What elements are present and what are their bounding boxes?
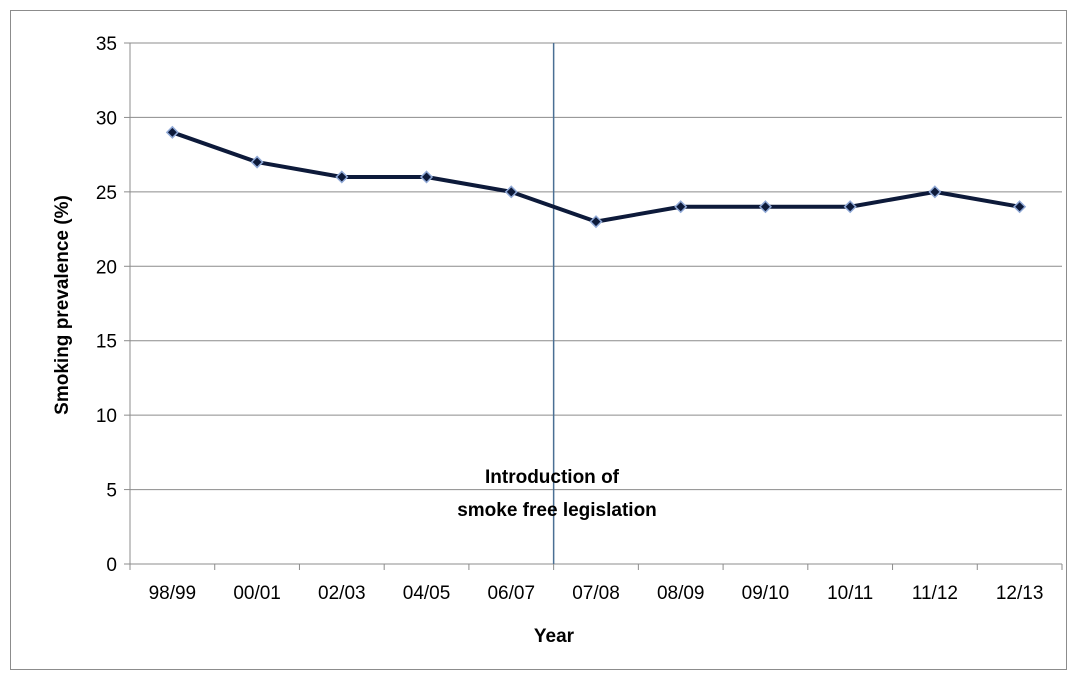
data-point bbox=[843, 200, 857, 214]
axes bbox=[124, 42, 1063, 570]
x-tick-label: 11/12 bbox=[912, 583, 958, 604]
annotation-line-1: Introduction of bbox=[485, 467, 620, 488]
x-tick-label: 02/03 bbox=[318, 583, 366, 604]
y-tick-label-10: 10 bbox=[96, 406, 117, 427]
series bbox=[165, 125, 1027, 229]
chart-frame bbox=[10, 10, 1067, 670]
data-point bbox=[928, 185, 942, 199]
x-tick-label: 08/09 bbox=[657, 583, 705, 604]
data-point bbox=[504, 185, 518, 199]
x-tick-label: 12/13 bbox=[996, 583, 1044, 604]
data-point bbox=[758, 200, 773, 214]
y-tick-label-25: 25 bbox=[96, 183, 117, 204]
annotation-line-2: smoke free legislation bbox=[457, 500, 657, 521]
tick-labels: 0 5 10 15 20 25 30 35 98/99 00/01 02/03 04/05 06/07 0… bbox=[96, 34, 1044, 604]
data-point bbox=[674, 200, 688, 214]
y-tick-label-35: 35 bbox=[96, 34, 117, 55]
data-point bbox=[1013, 200, 1027, 214]
data-point bbox=[589, 215, 603, 229]
y-axis-title: Smoking prevalence (%) bbox=[52, 195, 73, 415]
x-tick-label: 10/11 bbox=[827, 583, 873, 604]
y-tick-label-0: 0 bbox=[106, 555, 117, 576]
series-line bbox=[170, 130, 1022, 224]
x-tick-label: 04/05 bbox=[403, 583, 451, 604]
y-tick-label-5: 5 bbox=[106, 481, 117, 502]
x-tick-label: 98/99 bbox=[149, 583, 197, 604]
data-point bbox=[419, 170, 434, 184]
data-point bbox=[335, 170, 349, 184]
y-tick-label-20: 20 bbox=[96, 257, 117, 278]
y-tick-label-15: 15 bbox=[96, 332, 117, 353]
x-tick-label: 07/08 bbox=[572, 583, 620, 604]
gridlines bbox=[130, 42, 1062, 491]
data-point bbox=[250, 155, 264, 169]
x-axis-title: Year bbox=[534, 626, 575, 647]
y-tick-label-30: 30 bbox=[96, 108, 117, 129]
data-point bbox=[165, 125, 179, 139]
x-tick-label: 09/10 bbox=[742, 583, 790, 604]
x-tick-label: 00/01 bbox=[233, 583, 281, 604]
x-tick-label: 06/07 bbox=[487, 583, 535, 604]
